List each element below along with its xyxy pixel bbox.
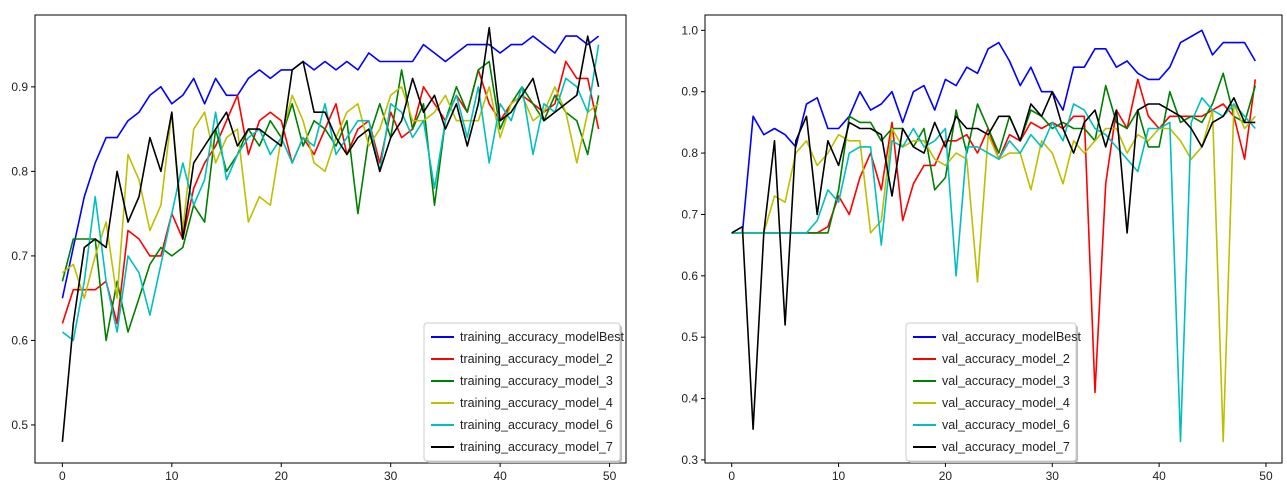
legend-label: training_accuracy_model_4 — [460, 396, 613, 410]
legend-label: val_accuracy_modelBest — [942, 330, 1081, 344]
x-tick-label: 40 — [493, 469, 507, 483]
series-line-training-accuracy-model-7 — [61, 26, 600, 442]
x-tick-label: 50 — [1259, 469, 1273, 483]
y-tick-label: 0.7 — [11, 249, 28, 263]
legend-1: training_accuracy_modelBest training_accu… — [423, 322, 625, 463]
chart-panel-2: 0 10 20 30 40 50 0.3 0.4 0.5 0.6 0.7 0.8 0.9 1.0 val_a… — [681, 14, 1283, 483]
x-tick-label: 0 — [728, 469, 735, 483]
legend-2: val_accuracy_modelBest val_accuracy_model… — [905, 322, 1081, 463]
legend-label: training_accuracy_model_6 — [460, 418, 613, 432]
series-line-val-accuracy-model-6 — [731, 97, 1256, 443]
legend-label: training_accuracy_modelBest — [460, 330, 625, 344]
legend-label: training_accuracy_model_3 — [460, 374, 613, 388]
x-tick-label: 10 — [165, 469, 179, 483]
chart-panel-1: 0 10 20 30 40 50 0.5 0.6 0.7 0.8 0.9 training_accur… — [11, 14, 627, 483]
legend-label: training_accuracy_model_7 — [460, 440, 613, 454]
y-tick-label: 0.8 — [681, 146, 698, 160]
y-tick-label: 0.7 — [681, 207, 698, 221]
series-line-training-accuracy-modelbest — [61, 35, 600, 299]
series-line-training-accuracy-model-4 — [61, 86, 600, 300]
x-tick-label: 40 — [1152, 469, 1166, 483]
y-tick-label: 0.5 — [681, 330, 698, 344]
x-tick-label: 10 — [832, 469, 846, 483]
series-line-val-accuracy-model-3 — [731, 72, 1257, 234]
legend-box — [905, 322, 1077, 462]
legend-label: val_accuracy_model_3 — [942, 374, 1070, 388]
series-line-val-accuracy-model-7 — [731, 90, 1256, 431]
y-tick-label: 0.6 — [681, 269, 698, 283]
y-tick-label: 0.6 — [11, 333, 28, 347]
y-tick-label: 0.9 — [11, 80, 28, 94]
legend-label: val_accuracy_model_2 — [942, 352, 1070, 366]
y-tick-label: 0.4 — [681, 392, 698, 406]
x-tick-label: 30 — [1046, 469, 1060, 483]
legend-label: val_accuracy_model_7 — [942, 440, 1070, 454]
legend-box — [423, 322, 621, 462]
series-line-val-accuracy-model-2 — [731, 78, 1257, 394]
series-line-val-accuracy-model-4 — [731, 103, 1256, 443]
x-tick-label: 20 — [275, 469, 289, 483]
legend-label: val_accuracy_model_4 — [942, 396, 1070, 410]
x-tick-label: 0 — [59, 469, 66, 483]
series-line-training-accuracy-model-6 — [61, 44, 600, 342]
x-tick-label: 50 — [603, 469, 617, 483]
x-tick-label: 20 — [939, 469, 953, 483]
y-tick-label: 1.0 — [681, 23, 698, 37]
legend-label: val_accuracy_model_6 — [942, 418, 1070, 432]
series-line-val-accuracy-modelbest — [731, 29, 1256, 234]
y-tick-label: 0.8 — [11, 164, 28, 178]
y-tick-label: 0.5 — [11, 418, 28, 432]
legend-label: training_accuracy_model_2 — [460, 352, 613, 366]
y-tick-label: 0.3 — [681, 453, 698, 467]
x-tick-label: 30 — [384, 469, 398, 483]
y-tick-label: 0.9 — [681, 85, 698, 99]
